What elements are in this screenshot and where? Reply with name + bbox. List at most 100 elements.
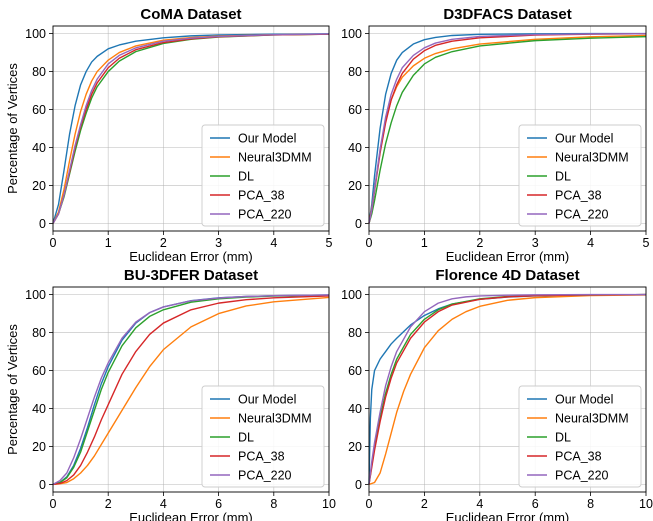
series-line-neural3dmm xyxy=(52,296,330,486)
legend: Our Model Neural3DMM DL PCA_38 PCA_220 xyxy=(518,385,642,488)
y-tick-label: 60 xyxy=(32,364,46,378)
x-axis-label: Euclidean Error (mm) xyxy=(446,510,570,521)
series-line-pca-38 xyxy=(52,295,330,486)
legend-entry: PCA_38 xyxy=(238,189,285,203)
series-line-dl xyxy=(52,294,330,486)
y-tick-label: 40 xyxy=(348,141,362,155)
chart-title: D3DFACS Dataset xyxy=(443,6,571,23)
chart-panel-1: 0 1 2 3 4 5 0 20 40 60 80 100 CoMA Dataset Euclidean … xyxy=(5,6,333,264)
y-tick-label: 100 xyxy=(341,288,362,302)
x-tick-label: 4 xyxy=(160,497,167,511)
x-tick-label: 3 xyxy=(532,236,539,250)
x-tick-label: 1 xyxy=(105,236,112,250)
x-tick-label: 5 xyxy=(326,236,333,250)
y-tick-label: 60 xyxy=(32,103,46,117)
legend-entry: Neural3DMM xyxy=(555,412,629,426)
x-tick-label: 0 xyxy=(366,497,373,511)
y-tick-label: 100 xyxy=(25,288,46,302)
legend-entry: Our Model xyxy=(555,132,613,146)
legend-entry: PCA_38 xyxy=(238,450,285,464)
legend-entry: DL xyxy=(555,170,571,184)
legend-box xyxy=(201,124,325,227)
x-tick-label: 8 xyxy=(587,497,594,511)
legend-entry: DL xyxy=(238,170,254,184)
plot-frame xyxy=(52,25,330,232)
x-tick-label: 0 xyxy=(50,497,57,511)
plot-frame xyxy=(52,286,330,493)
legend-entry: DL xyxy=(555,431,571,445)
y-tick-label: 60 xyxy=(348,364,362,378)
legend-entry: DL xyxy=(238,431,254,445)
x-tick-label: 2 xyxy=(160,236,167,250)
x-tick-label: 6 xyxy=(532,497,539,511)
y-tick-label: 100 xyxy=(341,27,362,41)
y-tick-label: 0 xyxy=(39,478,46,492)
x-tick-label: 2 xyxy=(421,497,428,511)
y-tick-label: 80 xyxy=(348,326,362,340)
legend-entry: PCA_220 xyxy=(238,469,292,483)
series-line-dl xyxy=(368,35,647,224)
legend-box xyxy=(518,124,642,227)
legend: Our Model Neural3DMM DL PCA_38 PCA_220 xyxy=(201,385,325,488)
x-tick-label: 10 xyxy=(639,497,653,511)
legend-box xyxy=(201,385,325,488)
y-tick-label: 100 xyxy=(25,27,46,41)
x-tick-label: 1 xyxy=(421,236,428,250)
y-tick-label: 20 xyxy=(32,440,46,454)
plot-frame xyxy=(368,25,647,232)
y-tick-label: 20 xyxy=(348,440,362,454)
x-tick-label: 2 xyxy=(476,236,483,250)
y-tick-label: 40 xyxy=(348,402,362,416)
legend-box xyxy=(518,385,642,488)
legend-entry: Neural3DMM xyxy=(238,151,312,165)
x-tick-label: 8 xyxy=(270,497,277,511)
y-axis-label: Percentage of Vertices xyxy=(5,324,20,455)
series-line-pca-220 xyxy=(368,33,647,224)
x-tick-label: 6 xyxy=(215,497,222,511)
y-tick-label: 80 xyxy=(32,65,46,79)
legend-entry: PCA_220 xyxy=(555,208,609,222)
legend-entry: Our Model xyxy=(238,132,296,146)
series-line-neural3dmm xyxy=(368,294,647,486)
chart-title: BU-3DFER Dataset xyxy=(124,267,258,284)
legend-entry: PCA_220 xyxy=(238,208,292,222)
legend-entry: PCA_38 xyxy=(555,189,602,203)
plot-frame xyxy=(368,286,647,493)
series-line-pca-38 xyxy=(368,293,647,485)
y-tick-label: 80 xyxy=(348,65,362,79)
series-line-pca-220 xyxy=(52,294,330,486)
legend-entry: Our Model xyxy=(555,393,613,407)
chart-title: Florence 4D Dataset xyxy=(435,267,579,284)
series-line-our-model xyxy=(52,33,330,224)
legend-entry: Neural3DMM xyxy=(238,412,312,426)
legend: Our Model Neural3DMM DL PCA_38 PCA_220 xyxy=(201,124,325,227)
series-line-pca-220 xyxy=(368,293,646,485)
y-tick-label: 40 xyxy=(32,402,46,416)
y-tick-label: 80 xyxy=(32,326,46,340)
legend-entry: PCA_220 xyxy=(555,469,609,483)
y-tick-label: 20 xyxy=(348,179,362,193)
legend-entry: Our Model xyxy=(238,393,296,407)
x-tick-label: 4 xyxy=(476,497,483,511)
x-tick-label: 0 xyxy=(366,236,373,250)
y-tick-label: 0 xyxy=(39,217,46,231)
series-line-pca-220 xyxy=(52,33,330,224)
series-line-our-model xyxy=(368,32,646,224)
legend: Our Model Neural3DMM DL PCA_38 PCA_220 xyxy=(518,124,642,227)
y-tick-label: 0 xyxy=(355,217,362,231)
legend-entry: Neural3DMM xyxy=(555,151,629,165)
legend-entry: PCA_38 xyxy=(555,450,602,464)
chart-title: CoMA Dataset xyxy=(140,6,241,23)
y-tick-label: 20 xyxy=(32,179,46,193)
y-axis-label: Percentage of Vertices xyxy=(5,63,20,194)
x-tick-label: 0 xyxy=(50,236,57,250)
x-tick-label: 3 xyxy=(215,236,222,250)
chart-panel-2: 0 1 2 3 4 5 0 20 40 60 80 100 D3DFACS Dataset Euclide… xyxy=(341,6,649,264)
y-tick-label: 40 xyxy=(32,141,46,155)
y-tick-label: 60 xyxy=(348,103,362,117)
x-tick-label: 4 xyxy=(270,236,277,250)
x-axis-label: Euclidean Error (mm) xyxy=(129,249,253,264)
